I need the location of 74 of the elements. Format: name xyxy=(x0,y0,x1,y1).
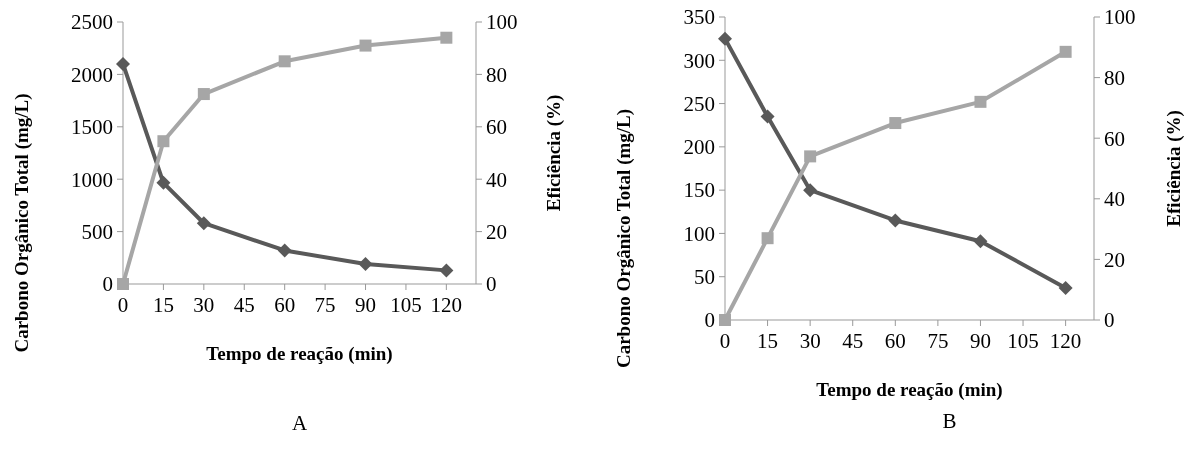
x-tick-label: 60 xyxy=(274,293,296,317)
y-tick-label: 1500 xyxy=(71,115,113,140)
x-tick-label: 120 xyxy=(1049,329,1082,353)
point xyxy=(803,183,818,198)
y2-tick-label: 60 xyxy=(1104,126,1125,151)
point xyxy=(761,232,774,245)
y2-tick-label: 100 xyxy=(486,10,518,35)
y-tick-label: 200 xyxy=(683,135,715,160)
x-tick-label: 60 xyxy=(884,329,906,353)
y2-tick-label: 20 xyxy=(1104,247,1125,272)
y-tick-label: 150 xyxy=(683,178,715,203)
y-axis-title: Carbono Orgânico Total (mg/L) xyxy=(11,93,33,353)
point xyxy=(196,216,211,231)
text: A xyxy=(291,411,308,435)
x-tick-label: 15 xyxy=(152,293,174,317)
y2-tick-label: 80 xyxy=(1104,65,1125,90)
point xyxy=(439,263,454,278)
point xyxy=(888,213,903,228)
point xyxy=(358,257,373,272)
x-tick-label: 105 xyxy=(390,293,422,317)
point xyxy=(157,135,170,148)
x-tick-label: 45 xyxy=(233,293,255,317)
y-tick-label: 250 xyxy=(683,91,715,116)
point xyxy=(760,109,775,124)
y2-tick-label: 60 xyxy=(486,115,507,140)
x-tick-label: 0 xyxy=(117,293,129,317)
y-tick-label: 50 xyxy=(694,265,715,290)
x-tick-label: 120 xyxy=(430,293,463,317)
y2-tick-label: 100 xyxy=(1104,5,1136,30)
x-tick-label: 90 xyxy=(355,293,377,317)
point xyxy=(718,31,732,46)
x-tick-label: 30 xyxy=(799,329,821,353)
y-tick-label: 100 xyxy=(683,221,715,246)
point xyxy=(1059,45,1072,58)
point xyxy=(719,314,731,326)
point xyxy=(804,150,817,163)
x-axis-title: Tempo de reação (min) xyxy=(816,379,1003,401)
y2-axis-title: Eficiência (%) xyxy=(1163,110,1185,227)
point xyxy=(116,56,130,71)
y-tick-label: 1000 xyxy=(71,167,113,192)
y2-tick-label: 40 xyxy=(1104,187,1125,212)
point xyxy=(359,39,372,52)
x-axis-title: Tempo de reação (min) xyxy=(206,343,393,365)
y2-tick-label: 20 xyxy=(486,219,507,244)
x-tick-label: 0 xyxy=(719,329,731,353)
y2-tick-label: 80 xyxy=(486,62,507,87)
point xyxy=(197,88,210,101)
point xyxy=(117,278,129,290)
y-tick-label: 350 xyxy=(683,5,715,30)
x-tick-label: 105 xyxy=(1007,329,1039,353)
y-tick-label: 0 xyxy=(102,272,113,297)
x-tick-label: 90 xyxy=(969,329,991,353)
y-tick-label: 500 xyxy=(81,219,113,244)
point xyxy=(974,95,987,108)
y-tick-label: 2000 xyxy=(71,62,113,87)
point xyxy=(973,234,988,249)
x-tick-label: 45 xyxy=(842,329,864,353)
y2-axis-title: Eficiência (%) xyxy=(543,94,565,212)
point xyxy=(889,117,902,130)
point xyxy=(278,55,291,68)
y2-tick-label: 40 xyxy=(486,167,507,192)
point xyxy=(440,31,453,44)
point xyxy=(156,175,171,190)
point xyxy=(1058,280,1073,295)
y2-tick-label: 0 xyxy=(486,272,497,297)
point xyxy=(277,243,292,258)
x-tick-label: 75 xyxy=(314,293,336,317)
y-tick-label: 2500 xyxy=(71,10,113,35)
y-axis-title: Carbono Orgânico Total (mg/L) xyxy=(613,108,635,369)
x-tick-label: 30 xyxy=(193,293,215,317)
x-tick-label: 75 xyxy=(927,329,949,353)
x-tick-label: 15 xyxy=(757,329,779,353)
text: B xyxy=(942,409,957,433)
y-tick-label: 300 xyxy=(683,48,715,73)
